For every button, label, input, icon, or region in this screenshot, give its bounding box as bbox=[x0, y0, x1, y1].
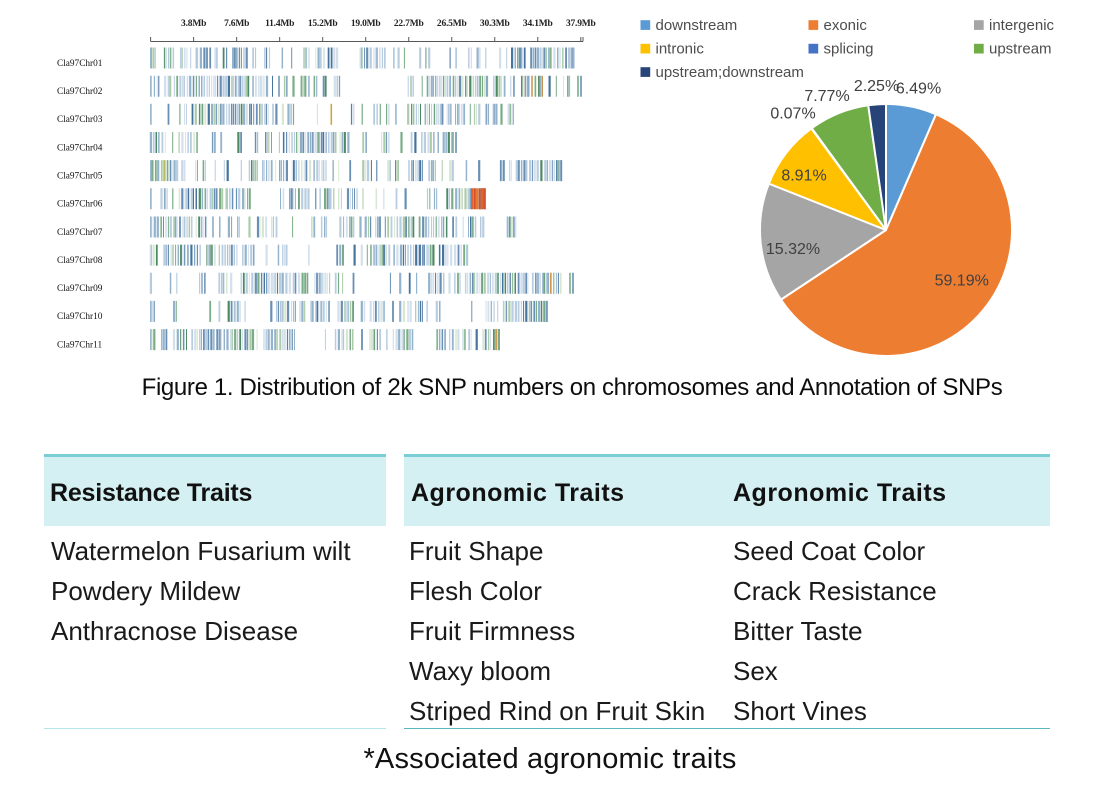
svg-text:intronic: intronic bbox=[656, 40, 705, 57]
svg-text:8.91%: 8.91% bbox=[781, 168, 826, 185]
svg-text:Cla97Chr04: Cla97Chr04 bbox=[57, 143, 103, 153]
svg-text:6.49%: 6.49% bbox=[896, 81, 941, 98]
svg-text:15.32%: 15.32% bbox=[766, 241, 820, 258]
svg-text:splicing: splicing bbox=[824, 40, 874, 57]
svg-text:11.4Mb: 11.4Mb bbox=[265, 19, 294, 29]
svg-text:Cla97Chr09: Cla97Chr09 bbox=[57, 284, 103, 294]
svg-text:Cla97Chr08: Cla97Chr08 bbox=[57, 256, 103, 266]
svg-text:Cla97Chr05: Cla97Chr05 bbox=[57, 171, 103, 181]
svg-text:Cla97Chr10: Cla97Chr10 bbox=[57, 312, 103, 322]
svg-text:Cla97Chr03: Cla97Chr03 bbox=[57, 115, 103, 125]
svg-text:26.5Mb: 26.5Mb bbox=[437, 19, 467, 29]
svg-text:37.9Mb: 37.9Mb bbox=[566, 19, 596, 29]
svg-text:3.8Mb: 3.8Mb bbox=[181, 19, 206, 29]
svg-text:Cla97Chr11: Cla97Chr11 bbox=[57, 340, 102, 350]
svg-text:Cla97Chr02: Cla97Chr02 bbox=[57, 87, 103, 97]
svg-text:Cla97Chr07: Cla97Chr07 bbox=[57, 228, 103, 238]
svg-text:downstream: downstream bbox=[656, 17, 738, 34]
svg-text:2.25%: 2.25% bbox=[854, 78, 899, 95]
svg-text:30.3Mb: 30.3Mb bbox=[480, 19, 510, 29]
svg-text:22.7Mb: 22.7Mb bbox=[394, 19, 424, 29]
svg-text:Cla97Chr06: Cla97Chr06 bbox=[57, 200, 103, 210]
svg-text:Cla97Chr01: Cla97Chr01 bbox=[57, 59, 103, 69]
svg-text:7.6Mb: 7.6Mb bbox=[224, 19, 249, 29]
svg-text:7.77%: 7.77% bbox=[804, 88, 849, 105]
svg-text:59.19%: 59.19% bbox=[935, 273, 989, 290]
svg-text:exonic: exonic bbox=[824, 17, 868, 34]
svg-text:intergenic: intergenic bbox=[989, 17, 1055, 34]
svg-text:upstream;downstream: upstream;downstream bbox=[656, 64, 804, 81]
svg-text:34.1Mb: 34.1Mb bbox=[523, 19, 553, 29]
svg-text:19.0Mb: 19.0Mb bbox=[351, 19, 381, 29]
svg-text:upstream: upstream bbox=[989, 40, 1052, 57]
svg-text:15.2Mb: 15.2Mb bbox=[308, 19, 338, 29]
svg-text:0.07%: 0.07% bbox=[770, 106, 815, 123]
